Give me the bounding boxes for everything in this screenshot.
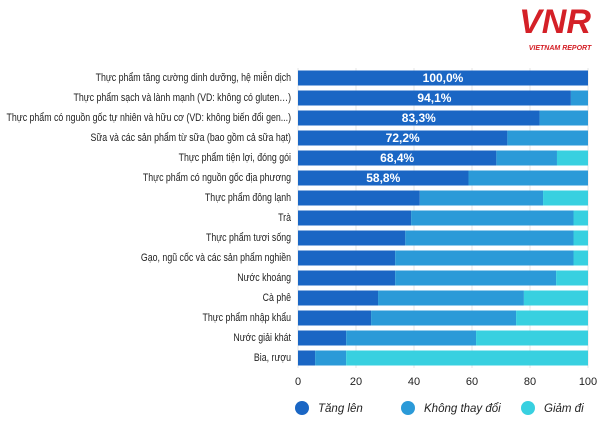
bar-segment (570, 90, 588, 106)
bar-segment (573, 250, 588, 266)
bar-segment (298, 230, 406, 246)
bar-segment (298, 310, 372, 326)
bar-segment (419, 190, 544, 206)
bar-segment (507, 130, 588, 146)
legend-label: Không thay đổi (424, 403, 501, 415)
y-tick-label: Gạo, ngũ cốc và các sản phẩm nghiền (141, 252, 291, 264)
x-tick-label: 20 (350, 376, 362, 388)
bar-segment (298, 150, 497, 166)
value-label: 58,8% (366, 171, 400, 185)
bar-segment (468, 170, 588, 186)
bar-segment (573, 230, 588, 246)
y-tick-label: Nước giải khát (233, 332, 291, 344)
bar-segment (298, 210, 412, 226)
bar-segment (523, 290, 588, 306)
y-tick-label: Thực phẩm tiện lợi, đóng gói (179, 152, 291, 164)
x-tick-label: 60 (466, 376, 478, 388)
bar-segment (378, 290, 524, 306)
legend-swatch (401, 401, 415, 415)
value-label: 100,0% (423, 71, 464, 85)
logo-name: VIETNAM REPORT (529, 45, 592, 52)
bar-segment (298, 130, 508, 146)
y-tick-label: Thực phẩm sạch và lành mạnh (VD: không c… (73, 92, 291, 104)
y-tick-label: Thực phẩm có nguồn gốc tự nhiên và hữu c… (7, 112, 291, 124)
x-tick-label: 100 (579, 376, 597, 388)
bar-segment (395, 270, 557, 286)
bar-segment (543, 190, 588, 206)
bar-segment (405, 230, 574, 246)
x-tick-label: 40 (408, 376, 420, 388)
bar-segment (298, 290, 379, 306)
y-tick-label: Thực phẩm có nguồn gốc địa phương (143, 172, 291, 184)
bar-segment (298, 110, 540, 126)
y-tick-label: Thực phẩm tăng cường dinh dưỡng, hệ miễn… (96, 72, 291, 84)
bar-segment (556, 270, 588, 286)
bar-segment (516, 310, 588, 326)
y-tick-label: Thực phẩm đông lạnh (205, 192, 291, 204)
logo-mark: VNR (519, 3, 591, 41)
y-tick-label: Nước khoáng (237, 272, 291, 284)
bar-segment (298, 250, 396, 266)
legend-swatch (295, 401, 309, 415)
bar-segment (298, 270, 396, 286)
bar-segment (298, 330, 347, 346)
bar-segment (298, 90, 571, 106)
x-tick-label: 80 (524, 376, 536, 388)
bar-segment (556, 150, 588, 166)
y-tick-label: Trà (278, 212, 291, 224)
bar-segment (411, 210, 574, 226)
category-labels: Thực phẩm tăng cường dinh dưỡng, hệ miễn… (7, 72, 292, 364)
bar-segment (539, 110, 588, 126)
y-tick-label: Sữa và các sản phẩm từ sữa (bao gồm cả s… (91, 132, 291, 144)
legend-label: Giảm đi (544, 403, 584, 415)
y-tick-label: Bia, rượu (254, 352, 291, 364)
bar-segment (476, 330, 588, 346)
legend-label: Tăng lên (318, 403, 363, 415)
y-tick-label: Cà phê (263, 292, 292, 304)
value-label: 94,1% (417, 91, 451, 105)
legend-swatch (521, 401, 535, 415)
bar-segment (346, 330, 477, 346)
bar-segment (395, 250, 574, 266)
value-label: 68,4% (380, 151, 414, 165)
bar-segment (298, 350, 316, 366)
bar-segment (298, 190, 420, 206)
bar-segment (573, 210, 588, 226)
value-label: 83,3% (402, 111, 436, 125)
bar-segment (298, 70, 588, 86)
bar-segment (496, 150, 557, 166)
y-tick-label: Thực phẩm nhập khẩu (202, 312, 291, 324)
x-tick-label: 0 (295, 376, 301, 388)
y-tick-label: Thực phẩm tươi sống (206, 232, 291, 244)
bar-segment (346, 350, 588, 366)
bar-segment (315, 350, 347, 366)
value-label: 72,2% (386, 131, 420, 145)
bar-segment (298, 170, 469, 186)
bar-segment (371, 310, 517, 326)
